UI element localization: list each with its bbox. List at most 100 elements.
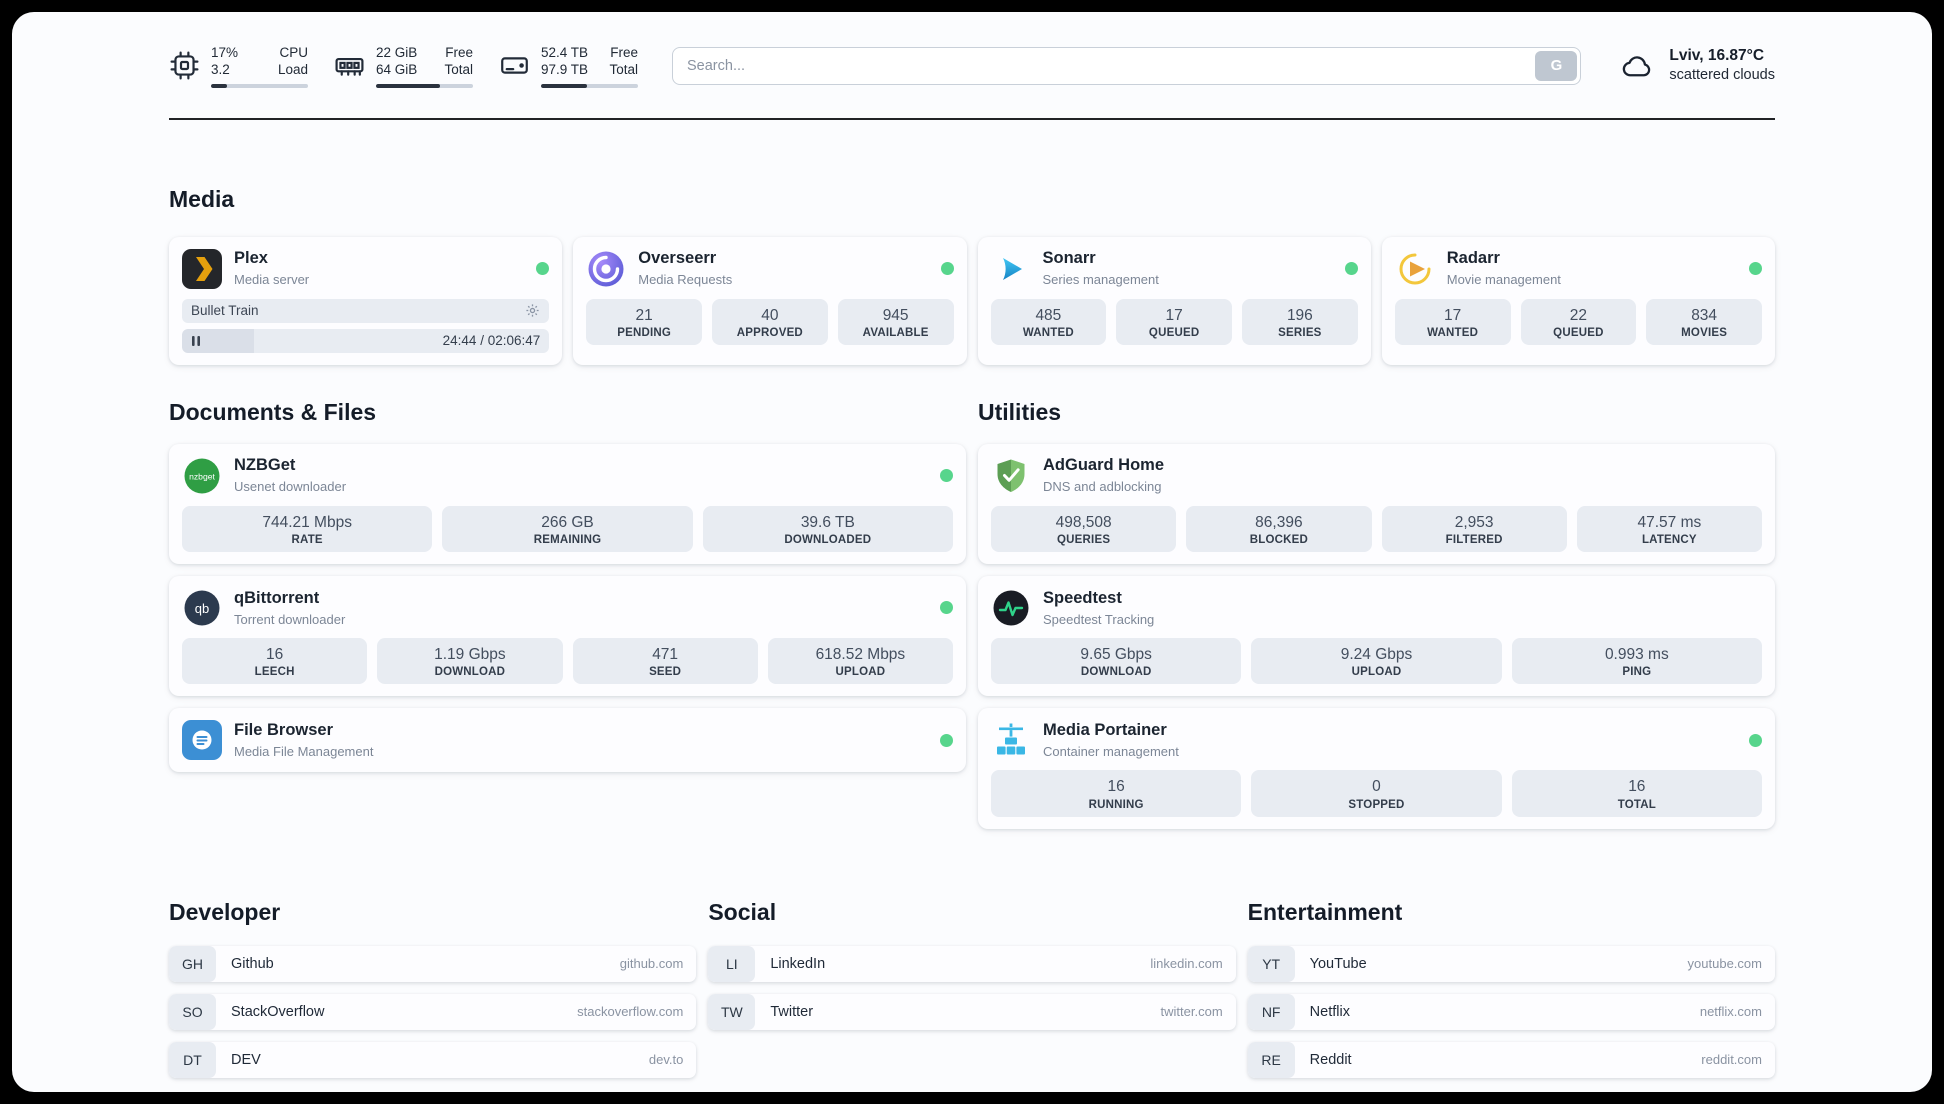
- stat-queued: 22 QUEUED: [1520, 298, 1637, 345]
- disk-icon: [501, 57, 528, 74]
- stat-filtered: 2,953 FILTERED: [1381, 505, 1567, 552]
- search-input[interactable]: [672, 46, 1582, 85]
- cpu-percent: 17%: [211, 45, 239, 60]
- service-title[interactable]: Overseerr: [638, 249, 717, 268]
- service-title[interactable]: Sonarr: [1042, 249, 1096, 268]
- ram-icon: [335, 58, 364, 77]
- svg-text:qb: qb: [195, 601, 209, 616]
- section-title-entertainment: Entertainment: [1247, 898, 1403, 925]
- section-documents: Documents & Files nzbget NZBGet Usenet d…: [169, 399, 966, 773]
- service-title[interactable]: Media Portainer: [1043, 721, 1167, 740]
- status-dot: [940, 469, 953, 483]
- section-title-documents: Documents & Files: [169, 398, 377, 425]
- bookmark-twitter[interactable]: TW Twitter twitter.com: [708, 993, 1236, 1030]
- service-card-portainer[interactable]: Media Portainer Container management 16 …: [978, 708, 1775, 829]
- service-title[interactable]: Speedtest: [1043, 588, 1122, 607]
- player-progress: 24:44 / 02:06:47: [182, 328, 550, 353]
- bookmark-abbr: DT: [169, 1041, 216, 1078]
- service-desc: Media server: [234, 272, 310, 288]
- disk-total-label: Total: [609, 62, 638, 78]
- stat-running: 16 RUNNING: [991, 770, 1242, 817]
- bookmark-abbr: YT: [1247, 945, 1295, 982]
- service-desc: Container management: [1043, 743, 1179, 759]
- disk-widget: 52.4 TB Free 97.9 TB Total: [499, 44, 638, 88]
- service-card-overseerr[interactable]: Overseerr Media Requests 21 PENDING 40 A…: [573, 236, 967, 365]
- status-dot: [940, 262, 954, 276]
- weather-widget: Lviv, 16.87°C scattered clouds: [1617, 46, 1775, 85]
- service-card-plex[interactable]: Plex Media server Bullet Train: [169, 236, 563, 365]
- stat-movies: 834 MOVIES: [1646, 298, 1762, 345]
- service-desc: Movie management: [1446, 272, 1561, 288]
- service-desc: Series management: [1042, 272, 1159, 288]
- service-desc: DNS and adblocking: [1043, 479, 1162, 495]
- service-card-filebrowser[interactable]: File Browser Media File Management: [169, 708, 966, 773]
- service-card-radarr[interactable]: Radarr Movie management 17 WANTED 22 QUE…: [1381, 236, 1775, 365]
- search-go-button[interactable]: G: [1535, 50, 1578, 81]
- service-title[interactable]: File Browser: [234, 721, 334, 740]
- service-title[interactable]: NZBGet: [234, 456, 296, 475]
- ram-total-label: Total: [444, 62, 473, 78]
- disk-free-label: Free: [610, 45, 638, 60]
- service-card-speedtest[interactable]: Speedtest Speedtest Tracking 9.65 Gbps D…: [978, 575, 1775, 697]
- service-title[interactable]: Plex: [234, 249, 268, 268]
- service-title[interactable]: Radarr: [1446, 249, 1500, 268]
- cpu-label: CPU: [279, 45, 308, 60]
- service-desc: Speedtest Tracking: [1043, 611, 1155, 627]
- service-card-adguard[interactable]: AdGuard Home DNS and adblocking 498,508 …: [978, 443, 1775, 564]
- stat-stopped: 0 STOPPED: [1251, 770, 1502, 817]
- gear-icon[interactable]: [525, 303, 540, 318]
- bookmark-netflix[interactable]: NF Netflix netflix.com: [1247, 993, 1775, 1030]
- service-desc: Media Requests: [638, 272, 733, 288]
- pause-icon[interactable]: [191, 335, 201, 347]
- service-title[interactable]: qBittorrent: [234, 588, 320, 607]
- stat-series: 196 SERIES: [1242, 298, 1358, 345]
- portainer-icon: [991, 720, 1031, 760]
- weather-location: Lviv, 16.87°C: [1669, 47, 1765, 65]
- section-title-developer: Developer: [169, 898, 281, 925]
- speedtest-icon: [991, 588, 1031, 628]
- bookmark-abbr: GH: [169, 945, 216, 982]
- stat-available: 945 AVAILABLE: [837, 298, 954, 345]
- svg-text:nzbget: nzbget: [189, 471, 215, 481]
- stat-queries: 498,508 QUERIES: [991, 505, 1177, 552]
- stat-downloaded: 39.6 TB DOWNLOADED: [702, 505, 953, 552]
- bookmark-dev[interactable]: DT DEV dev.to: [169, 1041, 697, 1078]
- player-time: 24:44 / 02:06:47: [442, 333, 541, 349]
- service-title[interactable]: AdGuard Home: [1043, 456, 1165, 475]
- stat-remaining: 266 GB REMAINING: [442, 505, 693, 552]
- section-media: Media Plex Media server: [169, 186, 1775, 365]
- service-card-nzbget[interactable]: nzbget NZBGet Usenet downloader 744.21 M…: [169, 443, 966, 564]
- nzbget-icon: nzbget: [182, 456, 222, 496]
- ram-widget: 22 GiB Free 64 GiB Total: [334, 44, 473, 88]
- cpu-icon: [170, 51, 199, 80]
- search-bar: G: [672, 46, 1582, 85]
- service-card-qbittorrent[interactable]: qb qBittorrent Torrent downloader 16: [169, 575, 966, 697]
- service-desc: Torrent downloader: [234, 611, 346, 627]
- service-card-sonarr[interactable]: Sonarr Series management 485 WANTED 17 Q…: [977, 236, 1371, 365]
- stat-download: 1.19 Gbps DOWNLOAD: [377, 637, 563, 685]
- stat-pending: 21 PENDING: [586, 298, 702, 345]
- resource-widgets: 17% CPU 3.2 Load: [169, 44, 638, 88]
- bookmark-github[interactable]: GH Github github.com: [169, 945, 697, 982]
- stat-download: 9.65 Gbps DOWNLOAD: [991, 637, 1242, 685]
- bookmark-linkedin[interactable]: LI LinkedIn linkedin.com: [708, 945, 1236, 982]
- section-title-social: Social: [708, 898, 777, 925]
- section-entertainment: Entertainment YT YouTube youtube.com NF …: [1247, 898, 1775, 1090]
- filebrowser-icon: [182, 720, 222, 761]
- section-utilities: Utilities: [978, 399, 1775, 829]
- bookmark-abbr: SO: [169, 993, 216, 1030]
- now-playing-bar: Bullet Train: [182, 298, 550, 323]
- bookmark-youtube[interactable]: YT YouTube youtube.com: [1247, 945, 1775, 982]
- disk-total-value: 97.9 TB: [541, 62, 589, 78]
- ram-free-value: 22 GiB: [376, 45, 418, 60]
- section-title-utilities: Utilities: [978, 398, 1062, 425]
- topbar-divider: [169, 117, 1775, 120]
- status-dot: [940, 733, 953, 747]
- top-bar: 17% CPU 3.2 Load: [169, 12, 1775, 88]
- bookmark-stackoverflow[interactable]: SO StackOverflow stackoverflow.com: [169, 993, 697, 1030]
- disk-progress-bar: [541, 83, 638, 88]
- bookmark-reddit[interactable]: RE Reddit reddit.com: [1247, 1041, 1775, 1078]
- status-dot: [940, 601, 953, 615]
- stat-wanted: 485 WANTED: [990, 298, 1107, 345]
- overseerr-icon: [586, 249, 626, 289]
